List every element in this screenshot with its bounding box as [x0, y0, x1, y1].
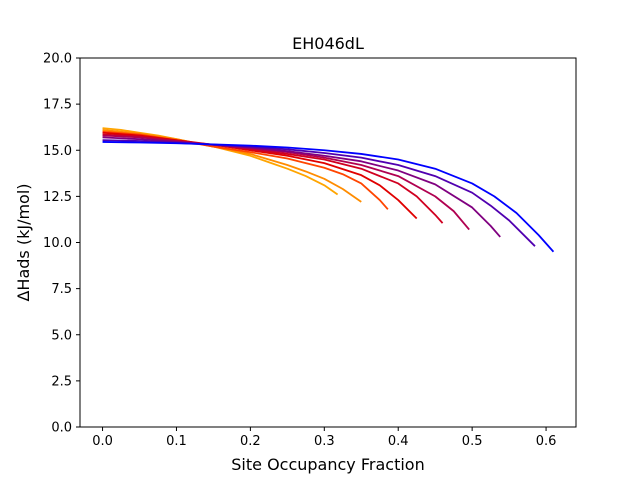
x-tick-label: 0.5 — [462, 434, 483, 449]
y-tick-label: 20.0 — [43, 52, 72, 67]
chart-title: EH046dL — [292, 34, 364, 53]
y-tick-label: 12.5 — [43, 190, 72, 205]
y-tick-label: 5.0 — [51, 328, 72, 343]
x-tick-label: 0.0 — [92, 434, 113, 449]
x-tick-label: 0.4 — [388, 434, 409, 449]
series-line-7 — [102, 136, 501, 238]
series-line-9 — [102, 141, 555, 253]
x-tick-label: 0.3 — [314, 434, 335, 449]
y-tick-label: 7.5 — [51, 282, 72, 297]
x-axis-title: Site Occupancy Fraction — [231, 455, 424, 474]
y-axis-title: ΔHads (kJ/mol) — [14, 183, 33, 301]
y-tick-label: 0.0 — [51, 421, 72, 436]
y-tick-label: 15.0 — [43, 144, 72, 159]
series-line-4 — [102, 131, 418, 220]
series-line-6 — [102, 134, 470, 231]
series-line-2 — [102, 129, 362, 203]
x-tick-label: 0.2 — [240, 434, 261, 449]
y-tick-label: 17.5 — [43, 98, 72, 113]
y-tick-label: 10.0 — [43, 236, 72, 251]
y-axis: 0.0 2.5 5.0 7.5 10.0 12.5 15.0 17.5 20.0 — [43, 52, 80, 436]
series-layer — [102, 127, 555, 253]
x-axis: 0.0 0.1 0.2 0.3 0.4 0.5 0.6 — [92, 427, 556, 449]
x-tick-label: 0.1 — [166, 434, 187, 449]
x-tick-label: 0.6 — [536, 434, 557, 449]
y-tick-label: 2.5 — [51, 374, 72, 389]
